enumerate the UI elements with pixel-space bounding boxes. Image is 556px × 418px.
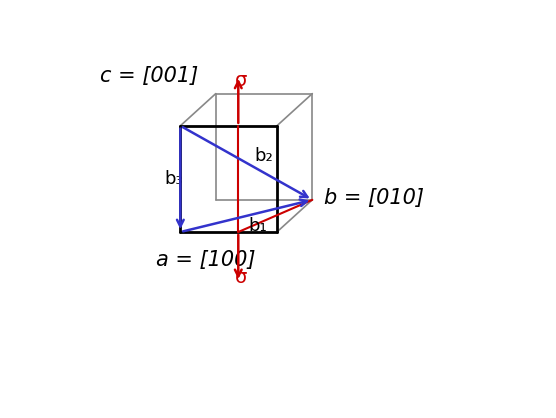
Text: a = [100]: a = [100] xyxy=(156,250,256,270)
Text: b₂: b₂ xyxy=(255,148,274,166)
Text: σ: σ xyxy=(235,268,247,287)
Text: b₁: b₁ xyxy=(248,217,267,234)
Text: b₃: b₃ xyxy=(165,170,183,188)
Text: c = [001]: c = [001] xyxy=(100,66,198,86)
Text: σ: σ xyxy=(235,71,247,90)
Text: b = [010]: b = [010] xyxy=(324,188,424,208)
